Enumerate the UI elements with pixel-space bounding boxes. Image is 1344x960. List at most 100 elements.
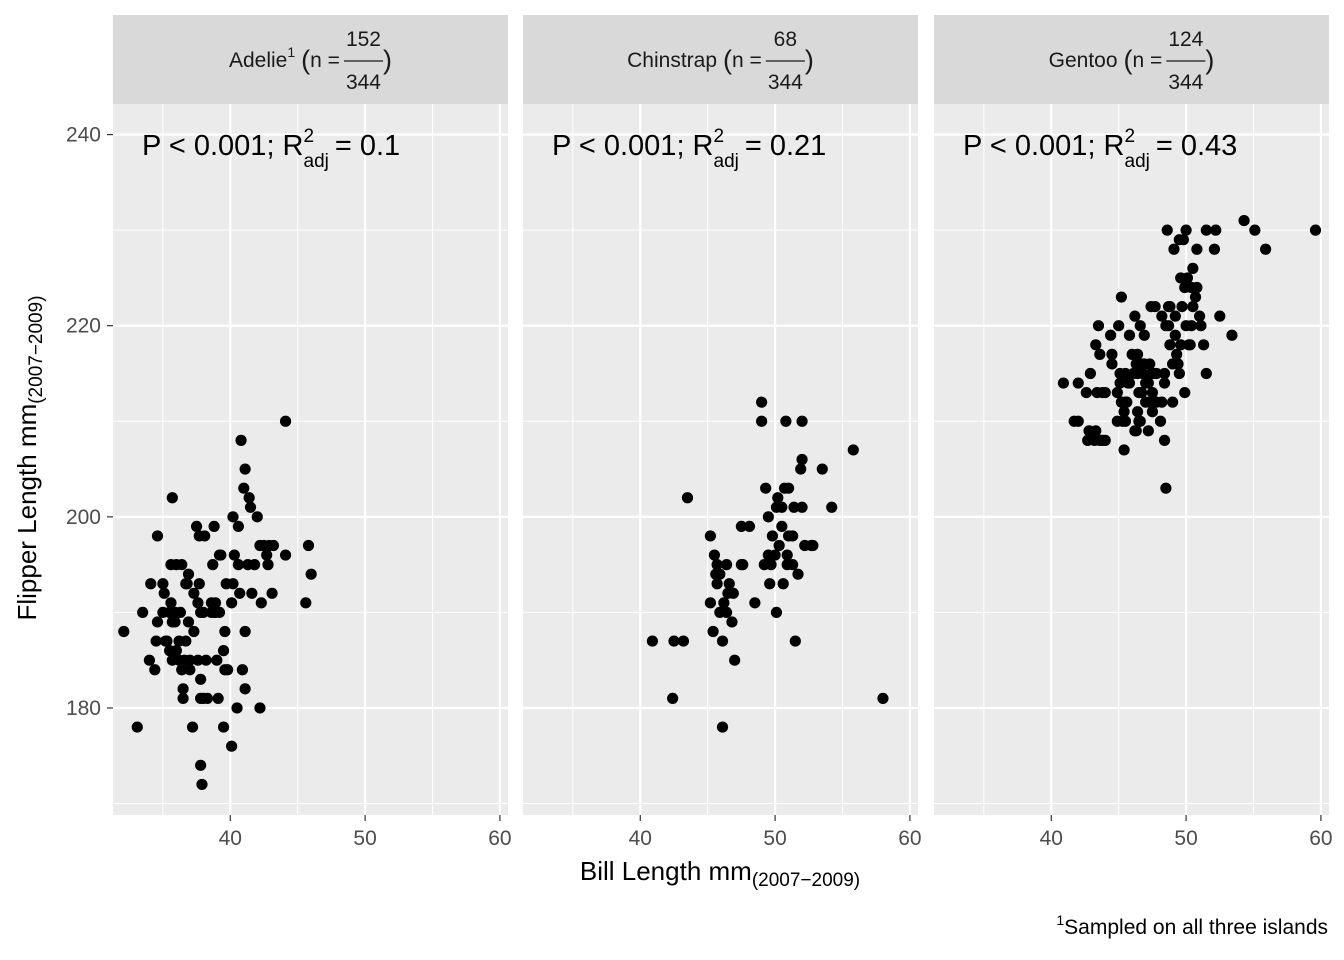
data-point <box>677 635 690 647</box>
data-point <box>1119 367 1132 380</box>
data-point <box>215 549 227 561</box>
data-point <box>780 415 792 427</box>
panel-background <box>523 104 918 815</box>
data-point <box>1169 310 1181 322</box>
stat-label: P < 0.001; R <box>142 130 304 162</box>
data-point <box>711 578 723 590</box>
data-point <box>181 578 193 590</box>
data-point <box>1114 377 1126 389</box>
data-point <box>1169 329 1181 341</box>
x-axis-adelie: 40 50 60 <box>219 815 512 850</box>
facet-denominator: 344 <box>768 71 803 94</box>
data-point <box>1198 339 1210 351</box>
data-point <box>1238 214 1250 227</box>
data-point <box>231 702 243 714</box>
data-point <box>1162 320 1175 332</box>
data-point <box>1158 434 1171 446</box>
stat-sub: adj <box>714 151 739 172</box>
data-point <box>182 568 195 580</box>
data-point <box>255 597 267 609</box>
data-point <box>1164 301 1176 313</box>
data-point <box>727 587 739 599</box>
data-point <box>1130 425 1142 437</box>
data-point <box>796 415 808 427</box>
data-point <box>166 492 178 504</box>
data-point <box>254 702 266 714</box>
data-point <box>182 616 195 628</box>
data-point <box>235 434 247 446</box>
data-point <box>720 606 733 619</box>
stat-annotation: P < 0.001; R2 adj = 0.21 <box>552 126 826 172</box>
y-tick-label: 200 <box>66 506 101 529</box>
data-point <box>1187 301 1199 313</box>
data-point <box>1105 329 1117 341</box>
data-point <box>1249 224 1261 236</box>
data-point <box>188 587 200 599</box>
data-point <box>221 664 234 676</box>
data-point <box>718 597 730 609</box>
data-point <box>170 645 182 657</box>
data-point <box>668 635 680 647</box>
data-point <box>1072 377 1084 389</box>
data-point <box>764 578 776 590</box>
x-tick-label: 50 <box>1174 827 1197 850</box>
data-point <box>1195 320 1207 332</box>
data-point <box>762 511 774 523</box>
data-point <box>788 501 800 513</box>
y-axis-title-sub: (2007−2009) <box>26 295 47 403</box>
data-point <box>184 664 196 676</box>
data-point <box>782 530 795 542</box>
data-point <box>1193 310 1206 322</box>
data-point <box>1099 387 1111 399</box>
data-point <box>226 740 238 752</box>
data-point <box>212 692 224 705</box>
data-point <box>193 578 205 590</box>
data-point <box>714 568 726 580</box>
data-point <box>234 587 246 599</box>
facet-label-chinstrap: Chinstrap (n = 68 344) <box>627 28 814 94</box>
data-point <box>667 692 679 705</box>
data-point <box>184 654 196 666</box>
data-point <box>137 606 149 619</box>
data-point <box>1167 358 1179 370</box>
x-axis-title-sub: (2007−2009) <box>752 870 860 891</box>
x-tick-label: 50 <box>763 827 786 850</box>
data-point <box>1226 329 1238 341</box>
data-point <box>776 520 788 533</box>
data-point <box>805 539 818 552</box>
data-point <box>707 625 719 638</box>
data-point <box>145 578 157 590</box>
stat-annotation: P < 0.001; R2 adj = 0.1 <box>142 126 400 172</box>
data-point <box>681 492 694 504</box>
data-point <box>236 664 249 676</box>
data-point <box>246 587 258 599</box>
data-point <box>176 559 188 571</box>
data-point <box>1126 348 1138 360</box>
data-point <box>195 673 207 685</box>
data-point <box>208 520 220 533</box>
data-point <box>1144 358 1156 370</box>
data-point <box>847 444 859 456</box>
data-point <box>1179 387 1191 399</box>
x-axis-gentoo: 40 50 60 <box>1040 815 1333 850</box>
data-point <box>151 616 164 628</box>
data-point <box>207 559 219 571</box>
facet-open-paren: ( <box>723 45 732 75</box>
data-point <box>305 568 317 580</box>
caption-text: Sampled on all three islands <box>1064 916 1328 939</box>
data-point <box>279 415 292 427</box>
data-point <box>1191 281 1203 294</box>
y-axis-title-main: Flipper Length mm <box>12 404 42 621</box>
x-tick-label: 60 <box>898 827 921 850</box>
data-point <box>227 511 239 523</box>
data-point <box>1134 320 1146 332</box>
data-point <box>1094 434 1106 446</box>
data-point <box>1168 243 1180 255</box>
data-point <box>756 415 768 427</box>
data-point <box>1175 339 1187 351</box>
x-tick-label: 60 <box>488 827 511 850</box>
data-point <box>243 492 255 504</box>
data-point <box>1181 272 1194 284</box>
data-point <box>726 616 738 628</box>
data-point <box>157 578 169 590</box>
